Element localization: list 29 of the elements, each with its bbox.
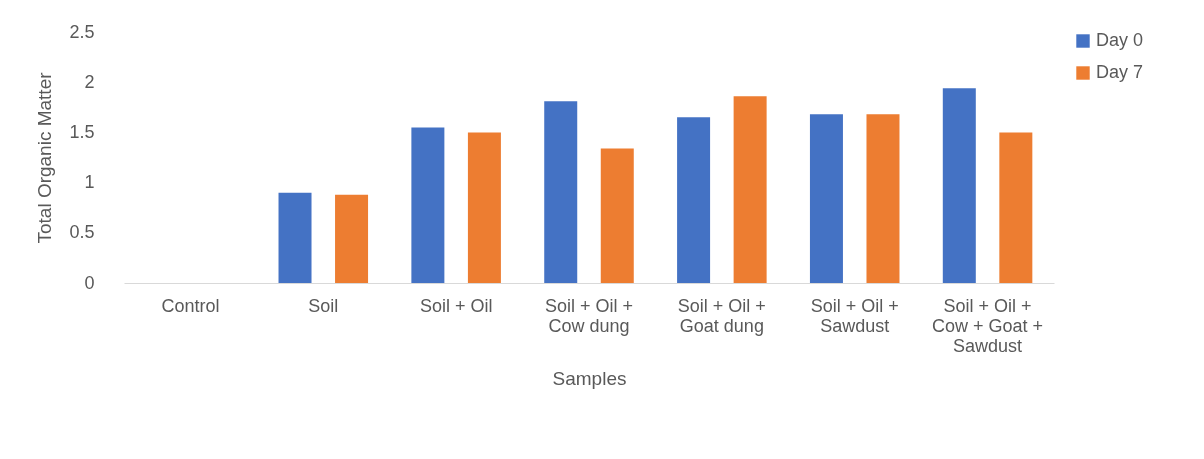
bar	[866, 114, 900, 283]
bar	[467, 132, 501, 283]
y-tick-label: 0.5	[69, 222, 95, 243]
x-tick-label: Soil + Oil + Cow dung	[544, 295, 634, 336]
bar	[411, 127, 445, 283]
bar	[600, 148, 634, 283]
y-tick-label: 0	[84, 272, 95, 293]
y-axis-title: Total Organic Matter	[34, 71, 56, 244]
x-tick-label: Soil + Oil + Goat dung	[677, 295, 766, 336]
x-tick-label: Soil	[308, 295, 339, 316]
bar	[809, 114, 843, 283]
bar	[335, 194, 369, 283]
bar	[942, 88, 976, 283]
bar	[544, 101, 578, 283]
bar	[999, 132, 1033, 283]
bar	[677, 117, 711, 283]
bar	[733, 96, 767, 283]
legend-label: Day 0	[1096, 30, 1144, 50]
x-tick-label: Soil + Oil + Sawdust	[810, 295, 899, 336]
x-tick-label: Soil + Oil	[419, 295, 493, 316]
x-tick-label: Soil + Oil + Cow + Goat + Sawdust	[932, 295, 1044, 356]
legend-label: Day 7	[1096, 62, 1144, 82]
bar	[278, 192, 312, 283]
y-tick-label: 2	[84, 71, 95, 92]
x-axis-title: Samples	[552, 367, 627, 389]
y-tick-label: 2.5	[69, 21, 95, 42]
x-tick-label: Control	[161, 295, 220, 316]
y-tick-label: 1.5	[69, 121, 95, 142]
y-tick-label: 1	[84, 172, 95, 193]
